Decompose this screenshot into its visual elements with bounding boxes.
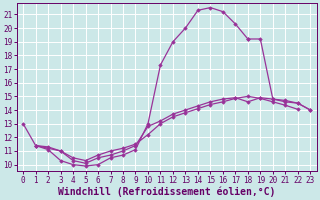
X-axis label: Windchill (Refroidissement éolien,°C): Windchill (Refroidissement éolien,°C) — [58, 186, 276, 197]
